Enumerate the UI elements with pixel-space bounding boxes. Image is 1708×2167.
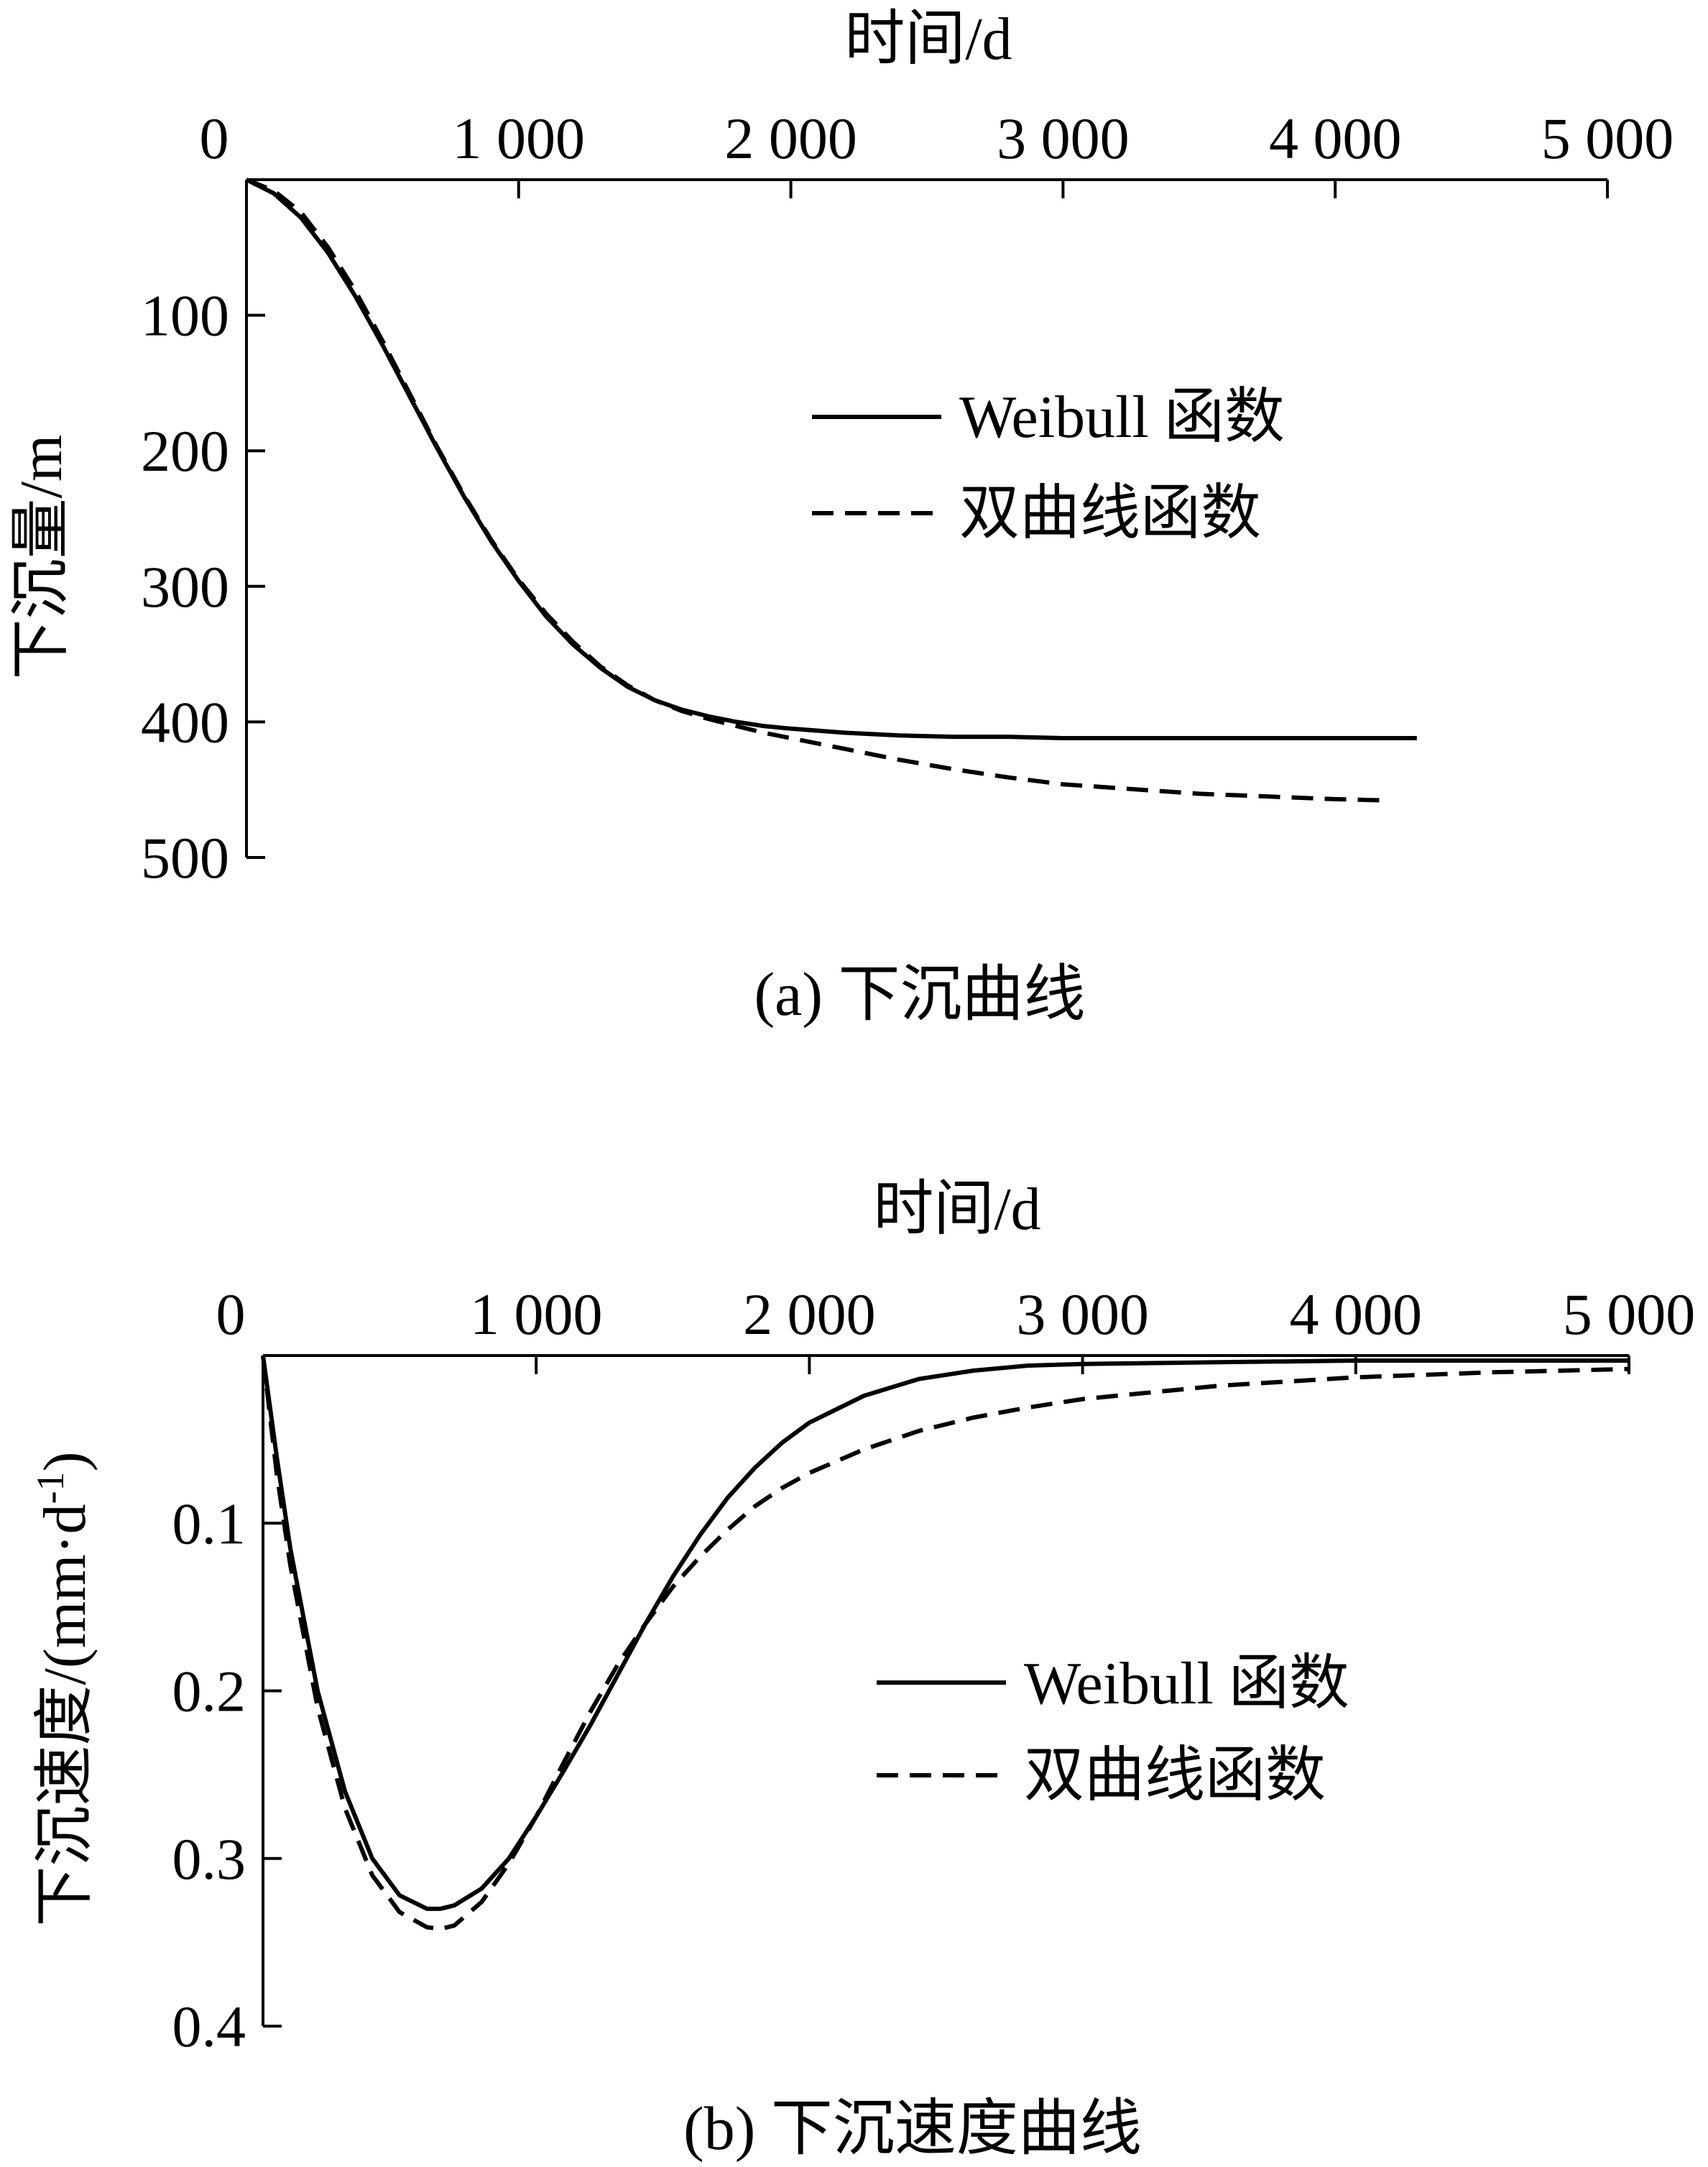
chart-a-caption: (a) 下沉曲线 (754, 960, 1086, 1029)
chart-b-legend-hyperbolic: 双曲线函数 (1024, 1742, 1326, 1809)
a-x-tick-label: 1 000 (453, 106, 586, 171)
chart-b-legend-weibull: Weibull 函数 (1024, 1650, 1349, 1717)
a-x-tick-label: 5 000 (1541, 106, 1674, 171)
chart-a-legend: Weibull 函数 双曲线函数 (812, 384, 1285, 547)
b-series-weibull-line (261, 1355, 1629, 1911)
b-x-tick-label: 1 000 (470, 1282, 603, 1347)
a-y-tick-label: 400 (141, 689, 229, 755)
chart-a: 时间/d 下沉量/m 0 1 000 2 000 3 000 4 000 5 000 10… (8, 6, 1674, 1029)
chart-a-y-tick-labels: 100 200 300 400 500 (141, 283, 229, 891)
b-y-tick-label: 0.1 (172, 1491, 246, 1556)
chart-a-legend-weibull: Weibull 函数 (959, 384, 1285, 451)
chart-b-y-axis-title-main: 下沉速度/(mm·d (32, 1504, 98, 1927)
chart-b: 时间/d 下沉速度/(mm·d-1) 0 1 000 2 000 3 000 4 000… (29, 1176, 1695, 2163)
chart-b-series (261, 1355, 1630, 1931)
a-x-tick-label: 3 000 (997, 106, 1130, 171)
a-y-tick-label: 200 (141, 418, 229, 484)
a-x-tick-label: 2 000 (724, 106, 857, 171)
chart-b-legend: Weibull 函数 双曲线函数 (877, 1650, 1349, 1809)
chart-b-y-tick-labels: 0.1 0.2 0.3 0.4 (172, 1491, 246, 2059)
chart-a-x-tick-labels: 0 1 000 2 000 3 000 4 000 5 000 (200, 106, 1674, 171)
a-y-tick-label: 100 (141, 283, 229, 349)
b-series-hyperbolic-line (261, 1355, 1630, 1931)
chart-a-series (245, 178, 1417, 803)
chart-b-x-axis-title: 时间/d (873, 1176, 1040, 1243)
chart-b-axes (262, 1354, 1630, 2028)
chart-b-y-axis-title-superscript: -1 (29, 1472, 72, 1504)
chart-b-x-tick-labels: 0 1 000 2 000 3 000 4 000 5 000 (216, 1282, 1696, 1347)
b-x-tick-label: 2 000 (743, 1282, 876, 1347)
a-x-tick-label: 4 000 (1269, 106, 1402, 171)
b-y-tick-label: 0.4 (172, 1994, 246, 2059)
b-x-tick-label: 5 000 (1563, 1282, 1696, 1347)
b-x-tick-label: 3 000 (1016, 1282, 1149, 1347)
chart-a-x-axis-title: 时间/d (844, 6, 1012, 73)
chart-a-axes (245, 178, 1609, 859)
chart-a-y-axis-title: 下沉量/m (8, 435, 75, 680)
chart-b-y-axis-title: 下沉速度/(mm·d-1) (29, 1452, 98, 1927)
b-x-tick-label: 4 000 (1290, 1282, 1423, 1347)
a-series-weibull-line (245, 178, 1417, 740)
b-x-tick-label: 0 (216, 1282, 246, 1347)
b-y-tick-label: 0.3 (172, 1826, 246, 1892)
chart-a-legend-hyperbolic: 双曲线函数 (959, 480, 1261, 547)
a-y-tick-label: 500 (141, 825, 229, 891)
chart-b-y-axis-title-close: ) (32, 1452, 98, 1472)
a-series-hyperbolic-line (245, 178, 1390, 803)
chart-b-caption: (b) 下沉速度曲线 (683, 2094, 1142, 2163)
a-x-tick-label: 0 (200, 106, 229, 171)
a-y-tick-label: 300 (141, 554, 229, 620)
b-y-tick-label: 0.2 (172, 1659, 246, 1724)
